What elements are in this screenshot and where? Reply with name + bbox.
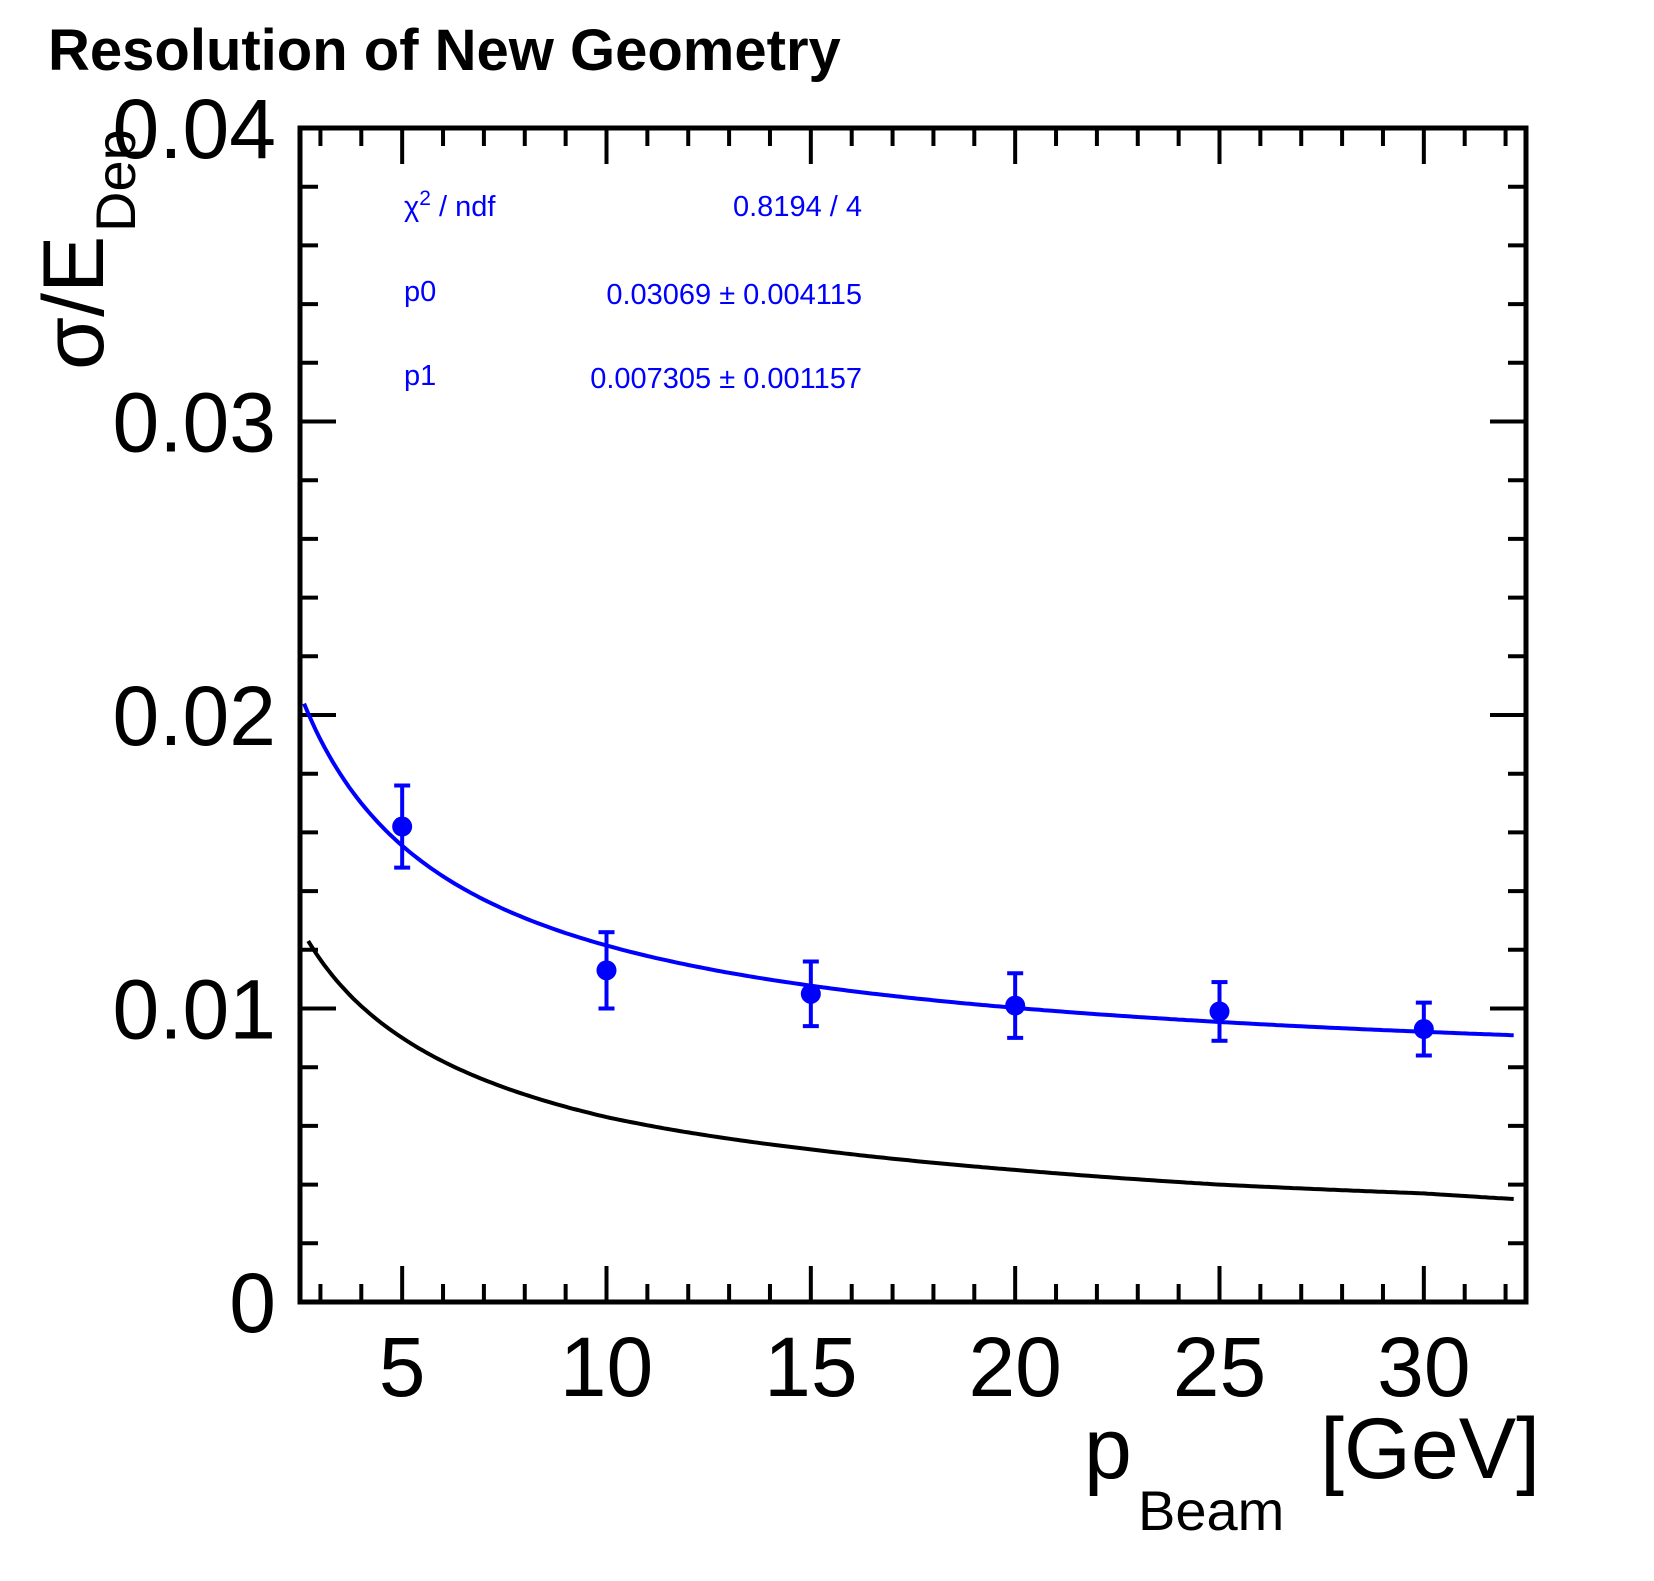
stats-row-chi2-value: 0.8194 / 4 <box>733 191 862 223</box>
y-tick-label: 0.04 <box>113 82 277 176</box>
plot-curves <box>302 702 1514 1201</box>
x-tick-label: 10 <box>560 1320 653 1414</box>
x-tick-label: 15 <box>764 1320 857 1414</box>
stats-row-p1-label: p1 <box>404 360 436 392</box>
x-axis-title-unit: [GeV] <box>1320 1401 1540 1497</box>
y-tick-label: 0.03 <box>113 376 277 470</box>
fit-curve <box>302 702 1514 1038</box>
marker <box>1209 1001 1230 1022</box>
y-axis: 0 0.01 0.02 0.03 0.04 <box>113 82 1526 1350</box>
y-axis-title-main: σ/E <box>26 236 122 370</box>
fit-stats-box: χ2 / ndf 0.8194 / 4 p0 0.03069 ± 0.00411… <box>404 187 862 396</box>
x-tick-label: 30 <box>1377 1320 1470 1414</box>
chart-title: Resolution of New Geometry <box>48 18 841 83</box>
data-point <box>1209 980 1230 1043</box>
marker <box>596 960 617 981</box>
marker <box>800 983 821 1004</box>
plot-frame <box>297 125 1529 1305</box>
stats-row-chi2-label: χ2 / ndf <box>404 187 496 224</box>
data-point <box>1005 971 1026 1040</box>
x-tick-label: 20 <box>968 1320 1061 1414</box>
y-tick-label: 0.02 <box>113 669 277 763</box>
stats-row-p1-value: 0.007305 ± 0.001157 <box>590 363 862 395</box>
x-axis-title-main: p <box>1084 1401 1132 1497</box>
data-point <box>800 959 821 1029</box>
x-tick-label: 25 <box>1173 1320 1266 1414</box>
y-axis-title: σ/E Dep <box>26 129 147 370</box>
x-axis-title-sub: Beam <box>1138 1479 1284 1542</box>
reference-curve <box>306 939 1514 1201</box>
y-tick-label: 0 <box>229 1256 276 1350</box>
x-tick-label: 5 <box>379 1320 426 1414</box>
data-point <box>596 930 617 1011</box>
x-axis: 5 10 15 20 25 30 <box>318 128 1508 1414</box>
data-point <box>392 783 413 870</box>
marker <box>392 816 413 837</box>
data-points <box>392 783 1434 1058</box>
marker <box>1413 1019 1434 1040</box>
marker <box>1005 995 1026 1016</box>
y-axis-title-sub: Dep <box>84 129 147 232</box>
x-axis-title: p Beam [GeV] <box>1084 1401 1540 1542</box>
stats-row-p0-label: p0 <box>404 276 436 308</box>
y-tick-label: 0.01 <box>113 963 277 1057</box>
data-point <box>1413 1000 1434 1058</box>
stats-row-p0-value: 0.03069 ± 0.004115 <box>606 279 862 311</box>
